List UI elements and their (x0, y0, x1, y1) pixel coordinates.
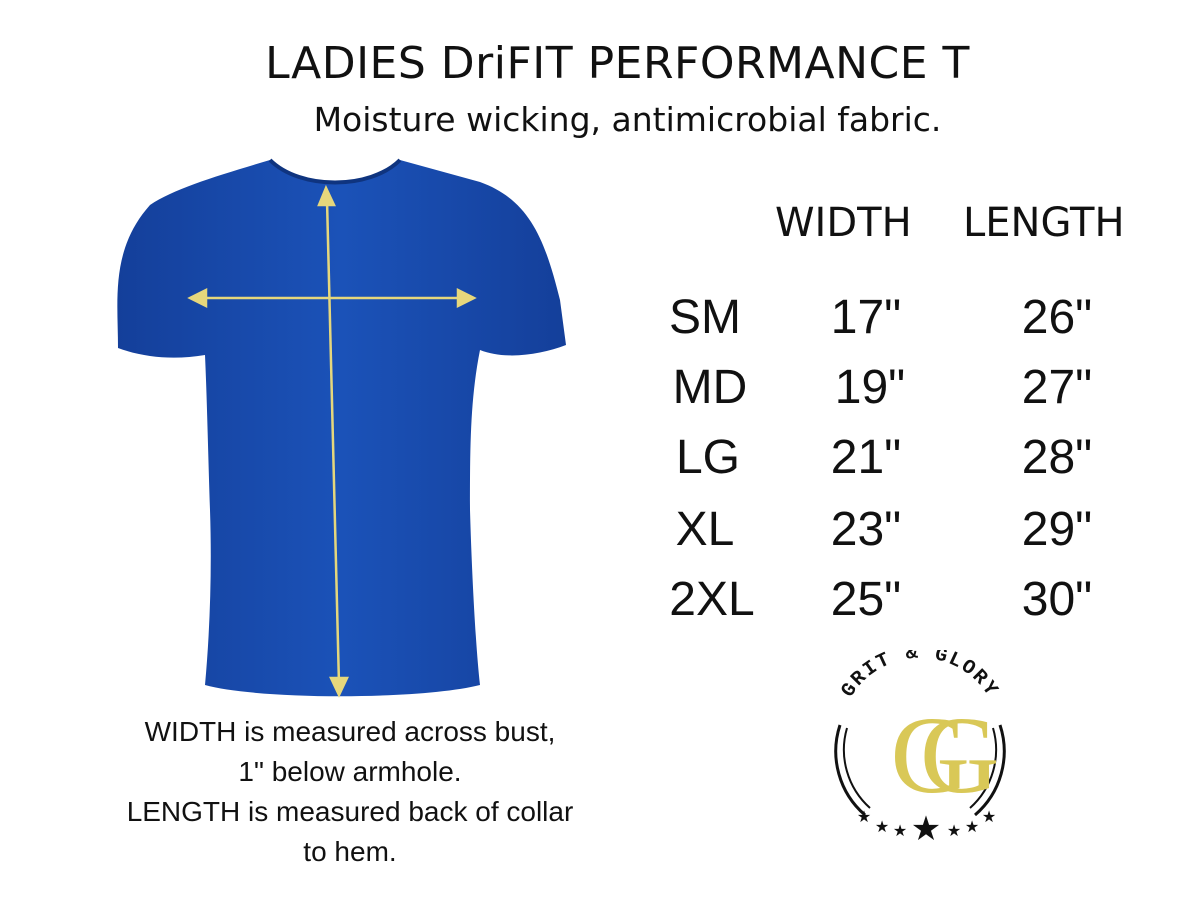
width-value: 25" (830, 573, 902, 626)
measurement-caption: WIDTH is measured across bust, 1" below … (60, 712, 640, 872)
shirt-body (117, 160, 567, 697)
length-value: 28" (1021, 431, 1093, 484)
length-value: 29" (1021, 503, 1093, 556)
caption-line: LENGTH is measured back of collar (126, 796, 574, 827)
svg-text:★: ★ (982, 807, 996, 826)
length-value: 26" (1021, 291, 1093, 344)
shirt-illustration (117, 158, 567, 698)
svg-text:★: ★ (857, 807, 871, 826)
svg-text:★: ★ (911, 809, 941, 849)
width-value: 17" (830, 291, 902, 344)
svg-text:★: ★ (965, 817, 979, 836)
width-value: 21" (830, 431, 902, 484)
length-value: 27" (1021, 361, 1093, 414)
caption-line: 1" below armhole. (238, 756, 462, 787)
length-value: 30" (1021, 573, 1093, 626)
svg-text:★: ★ (893, 821, 907, 840)
page-subtitle: Moisture wicking, antimicrobial fabric. (313, 100, 942, 139)
size-label: SM (669, 291, 741, 344)
grit-and-glory-logo: GRIT & GLORY GG ★ ★ ★ ★ ★ ★ ★ (834, 650, 1020, 849)
svg-text:★: ★ (875, 817, 889, 836)
column-header-length: LENGTH (963, 200, 1125, 246)
width-value: 23" (830, 503, 902, 556)
size-label: 2XL (669, 573, 755, 626)
svg-text:★: ★ (947, 821, 961, 840)
width-arrow (187, 287, 477, 309)
column-header-width: WIDTH (775, 200, 912, 246)
caption-line: WIDTH is measured across bust, (144, 716, 556, 747)
page-title: LADIES DriFIT PERFORMANCE T (265, 38, 970, 89)
size-label: LG (675, 431, 741, 484)
width-value: 19" (834, 361, 906, 414)
length-arrow (317, 184, 349, 698)
size-label: XL (675, 503, 735, 556)
caption-line: to hem. (303, 836, 397, 867)
size-label: MD (672, 361, 748, 414)
